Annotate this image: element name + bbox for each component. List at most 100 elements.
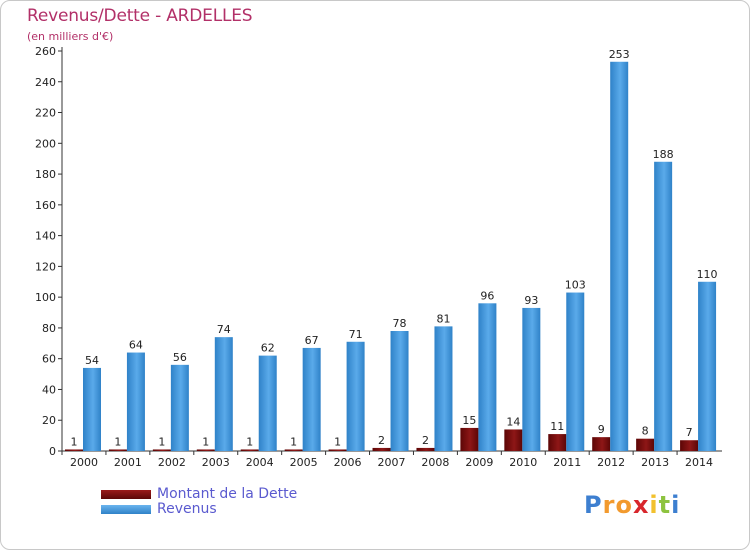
y-tick-label: 40 xyxy=(42,383,56,396)
x-tick-label: 2010 xyxy=(509,456,537,469)
value-label-dette: 11 xyxy=(550,420,564,433)
bar-dette xyxy=(636,438,655,451)
value-label-dette: 2 xyxy=(422,434,429,447)
value-label-revenus: 74 xyxy=(217,323,231,336)
value-label-revenus: 54 xyxy=(85,354,99,367)
value-label-dette: 2 xyxy=(378,434,385,447)
y-tick-label: 220 xyxy=(35,107,56,120)
y-tick-label: 160 xyxy=(35,199,56,212)
logo-letter: i xyxy=(649,491,659,519)
bar-revenus xyxy=(654,161,673,451)
bar-dette xyxy=(416,447,435,451)
bar-revenus xyxy=(83,367,101,451)
y-tick-label: 140 xyxy=(35,230,56,243)
value-label-revenus: 96 xyxy=(480,289,494,302)
bars xyxy=(65,61,717,452)
x-tick-label: 2004 xyxy=(246,456,274,469)
bar-dette xyxy=(65,449,83,451)
value-label-revenus: 71 xyxy=(349,328,363,341)
logo-letter: P xyxy=(584,491,603,519)
value-label-revenus: 81 xyxy=(436,312,450,325)
x-tick-label: 2009 xyxy=(465,456,493,469)
value-label-revenus: 67 xyxy=(305,334,319,347)
value-label-revenus: 78 xyxy=(393,317,407,330)
value-label-dette: 1 xyxy=(246,435,253,448)
bar-dette xyxy=(108,449,127,451)
value-label-dette: 15 xyxy=(462,414,476,427)
x-tick-label: 2003 xyxy=(202,456,230,469)
x-tick-label: 2012 xyxy=(597,456,625,469)
bar-dette xyxy=(460,427,479,451)
x-tick-label: 2006 xyxy=(334,456,362,469)
value-label-dette: 7 xyxy=(686,426,693,439)
logo-letter: i xyxy=(671,491,681,519)
logo-letter: r xyxy=(602,491,616,519)
value-label-dette: 1 xyxy=(202,435,209,448)
legend-label-revenus: Revenus xyxy=(157,501,217,517)
bar-revenus xyxy=(610,61,629,452)
value-label-revenus: 93 xyxy=(524,294,538,307)
x-tick-label: 2005 xyxy=(290,456,318,469)
value-label-revenus: 188 xyxy=(653,148,674,161)
value-label-revenus: 253 xyxy=(609,48,630,61)
y-tick-label: 100 xyxy=(35,291,56,304)
y-tick-label: 200 xyxy=(35,137,56,150)
y-tick-label: 260 xyxy=(35,45,56,58)
bar-dette xyxy=(328,449,347,451)
bar-revenus xyxy=(522,307,541,451)
value-label-dette: 1 xyxy=(114,435,121,448)
chart-title: Revenus/Dette - ARDELLES xyxy=(27,6,253,26)
x-tick-label: 2014 xyxy=(685,456,713,469)
value-label-revenus: 56 xyxy=(173,351,187,364)
proxiti-logo: Proxiti xyxy=(584,491,680,519)
bar-revenus xyxy=(214,337,233,451)
x-tick-label: 2011 xyxy=(553,456,581,469)
logo-letter: t xyxy=(658,491,672,519)
bar-revenus xyxy=(258,355,277,451)
y-tick-label: 240 xyxy=(35,76,56,89)
legend-swatch-revenus xyxy=(101,505,151,514)
bar-dette xyxy=(240,449,259,451)
bar-dette xyxy=(372,447,391,451)
bar-revenus xyxy=(478,303,497,451)
x-tick-label: 2001 xyxy=(114,456,142,469)
y-tick-label: 20 xyxy=(42,414,56,427)
bar-dette xyxy=(548,434,567,451)
x-tick-label: 2013 xyxy=(641,456,669,469)
value-label-dette: 14 xyxy=(506,415,520,428)
value-label-revenus: 110 xyxy=(697,268,718,281)
bar-revenus xyxy=(346,341,365,451)
bar-dette xyxy=(284,449,303,451)
value-label-dette: 1 xyxy=(334,435,341,448)
logo-letter: x xyxy=(632,491,650,519)
chart-subtitle: (en milliers d'€) xyxy=(27,30,114,43)
x-tick-label: 2007 xyxy=(378,456,406,469)
y-tick-label: 120 xyxy=(35,260,56,273)
legend-label-dette: Montant de la Dette xyxy=(157,486,298,502)
bar-dette xyxy=(196,449,215,451)
legend-swatch-dette xyxy=(101,490,151,499)
x-tick-label: 2002 xyxy=(158,456,186,469)
y-tick-label: 60 xyxy=(42,353,56,366)
x-tick-label: 2000 xyxy=(70,456,98,469)
value-label-revenus: 64 xyxy=(129,339,143,352)
bar-revenus xyxy=(698,281,717,451)
bar-dette xyxy=(152,449,171,451)
value-label-dette: 9 xyxy=(598,423,605,436)
bar-dette xyxy=(680,440,699,451)
bar-revenus xyxy=(126,352,145,451)
bar-dette xyxy=(592,437,611,451)
y-tick-label: 0 xyxy=(49,445,56,458)
value-label-dette: 8 xyxy=(642,425,649,438)
bar-dette xyxy=(504,429,523,451)
y-tick-label: 80 xyxy=(42,322,56,335)
value-label-dette: 1 xyxy=(158,435,165,448)
y-tick-label: 180 xyxy=(35,168,56,181)
value-labels: 1541641561741621671712782811596149311103… xyxy=(71,48,718,449)
value-label-revenus: 103 xyxy=(565,279,586,292)
logo-letter: o xyxy=(615,491,633,519)
value-label-revenus: 62 xyxy=(261,342,275,355)
bar-revenus xyxy=(566,292,585,451)
